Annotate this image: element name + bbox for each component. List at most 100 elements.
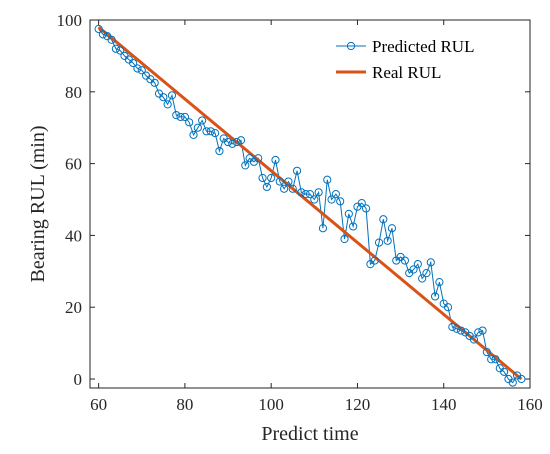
predicted-point	[318, 224, 328, 233]
predicted-point	[288, 184, 297, 193]
x-tick-label: 100	[258, 395, 284, 414]
predicted-point	[435, 277, 444, 287]
legend-predicted-marker	[346, 41, 356, 51]
predicted-point	[370, 256, 379, 265]
predicted-point	[456, 326, 466, 335]
predicted-point	[482, 347, 491, 357]
y-axis-title: Bearing RUL (min)	[27, 125, 49, 282]
predicted-point	[275, 177, 284, 186]
predicted-point	[185, 118, 194, 127]
y-tick-label: 0	[74, 370, 83, 389]
predicted-point	[387, 224, 397, 233]
predicted-point	[426, 258, 435, 267]
predicted-point	[430, 292, 440, 301]
predicted-point	[297, 188, 306, 197]
predicted-point	[310, 195, 319, 204]
predicted-point	[413, 260, 422, 269]
predicted-point	[443, 303, 453, 312]
predicted-point	[98, 30, 108, 39]
x-tick-label: 60	[90, 395, 107, 414]
predicted-point	[258, 173, 267, 183]
predicted-point	[198, 116, 207, 125]
predicted-point	[383, 236, 392, 245]
y-tick-label: 60	[65, 155, 82, 174]
x-tick-label: 160	[517, 395, 543, 414]
predicted-point	[193, 123, 202, 132]
predicted-point	[361, 204, 371, 213]
predicted-point	[474, 328, 483, 337]
predicted-point	[349, 222, 358, 231]
predicted-point	[400, 256, 410, 265]
predicted-point	[305, 190, 315, 199]
predicted-point	[327, 195, 336, 204]
predicted-point	[379, 215, 388, 224]
predicted-point	[254, 154, 263, 163]
legend-real-label: Real RUL	[372, 63, 441, 82]
plot-frame	[89, 19, 531, 389]
predicted-point	[189, 130, 198, 139]
predicted-point	[262, 182, 271, 192]
predicted-point	[292, 166, 302, 175]
predicted-point	[172, 111, 181, 120]
predicted-point	[206, 127, 215, 136]
predicted-point	[223, 137, 233, 147]
predicted-point	[478, 326, 487, 335]
predicted-point	[236, 136, 246, 145]
predicted-point	[517, 374, 526, 384]
x-tick-label: 80	[176, 395, 193, 414]
predicted-point	[422, 269, 431, 278]
predicted-point	[215, 146, 224, 156]
predicted-point	[129, 58, 138, 68]
predicted-point	[508, 378, 517, 387]
predicted-point	[210, 128, 220, 138]
predicted-point	[409, 265, 418, 274]
predicted-point	[448, 322, 457, 332]
predicted-point	[150, 78, 159, 87]
predicted-point	[232, 137, 241, 147]
predicted-point	[159, 93, 168, 102]
predicted-point	[228, 139, 237, 148]
predicted-point	[94, 24, 103, 34]
predicted-point	[314, 188, 323, 197]
predicted-point	[487, 355, 496, 364]
y-tick-label: 100	[57, 11, 83, 30]
legend-predicted-label: Predicted RUL	[372, 37, 474, 56]
predicted-point	[116, 46, 125, 55]
series-real-line	[97, 26, 523, 381]
predicted-point	[344, 209, 353, 218]
predicted-point	[331, 190, 340, 199]
predicted-point	[357, 199, 366, 208]
predicted-point	[374, 238, 384, 247]
predicted-point	[323, 175, 332, 184]
predicted-point	[241, 161, 250, 170]
predicted-point	[107, 35, 116, 44]
y-tick-label: 40	[65, 226, 82, 245]
predicted-point	[452, 324, 461, 333]
predicted-point	[167, 91, 177, 100]
predicted-point	[280, 184, 289, 193]
predicted-point	[111, 44, 120, 53]
predicted-point	[284, 177, 293, 186]
predicted-point	[418, 274, 427, 283]
predicted-point	[336, 197, 345, 206]
predicted-point	[340, 234, 349, 244]
predicted-point	[176, 112, 185, 122]
predicted-point	[163, 100, 172, 109]
predicted-point	[202, 127, 211, 136]
predicted-point	[500, 367, 509, 376]
predicted-point	[491, 355, 500, 364]
y-tick-label: 20	[65, 298, 82, 317]
predicted-point	[133, 64, 142, 73]
x-tick-label: 140	[431, 395, 457, 414]
predicted-point	[301, 190, 310, 199]
y-tick-label: 80	[65, 83, 82, 102]
predicted-point	[137, 66, 146, 75]
predicted-point	[180, 112, 190, 122]
predicted-point	[271, 155, 280, 165]
x-axis-title: Predict time	[261, 423, 358, 445]
x-tick-label: 120	[345, 395, 371, 414]
predicted-point	[267, 173, 276, 183]
predicted-point	[469, 335, 479, 344]
